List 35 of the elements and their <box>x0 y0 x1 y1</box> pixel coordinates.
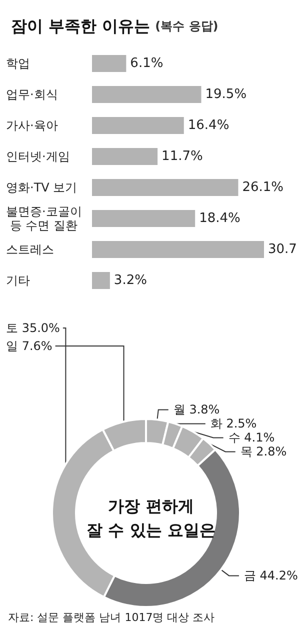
chart-title: 잠이 부족한 이유는 <box>11 16 150 36</box>
data-label: 19.5% <box>205 87 247 102</box>
y-tick-label: 스트레스 <box>6 242 54 256</box>
y-tick-label: 학업 <box>6 56 30 70</box>
slice-label: 월 3.8% <box>173 402 220 417</box>
text: 자료: 설문 플랫폼 남녀 1017명 대상 조사 <box>8 610 215 625</box>
bar <box>92 210 196 227</box>
bar <box>92 241 264 258</box>
data-label: 11.7% <box>162 149 203 164</box>
slice-label: 토 35.0% <box>6 321 60 335</box>
bar <box>92 86 202 103</box>
chart-subtitle: (복수 응답) <box>155 19 218 33</box>
data-label: 30.7 <box>268 242 297 257</box>
bar <box>92 179 238 196</box>
bar <box>92 55 126 72</box>
bar <box>92 117 184 134</box>
y-tick-label: 가사·육아 <box>6 118 58 132</box>
slice-label: 화 2.5% <box>210 416 257 431</box>
y-tick-label: 영화·TV 보기 <box>6 180 78 194</box>
y-tick-label: 인터넷·게임 <box>6 150 70 164</box>
text: 가장 편하게 잘 수 있는 요일은 <box>86 496 216 540</box>
data-label: 6.1% <box>130 56 164 71</box>
bar <box>92 272 110 289</box>
data-label: 18.4% <box>199 211 240 226</box>
data-label: 3.2% <box>114 273 147 288</box>
slice-label: 금 44.2% <box>244 568 298 583</box>
y-tick-label: 불면증·코골이 등 수면 질환 <box>6 204 82 232</box>
data-label: 26.1% <box>242 180 284 195</box>
y-tick-label: 업무·회식 <box>6 88 58 102</box>
y-tick-label: 기타 <box>6 274 30 288</box>
slice-label: 일 7.6% <box>6 339 52 353</box>
data-label: 16.4% <box>188 118 230 133</box>
slice-label: 목 2.8% <box>240 444 287 459</box>
bar <box>92 148 158 165</box>
slice-label: 수 4.1% <box>228 430 275 445</box>
